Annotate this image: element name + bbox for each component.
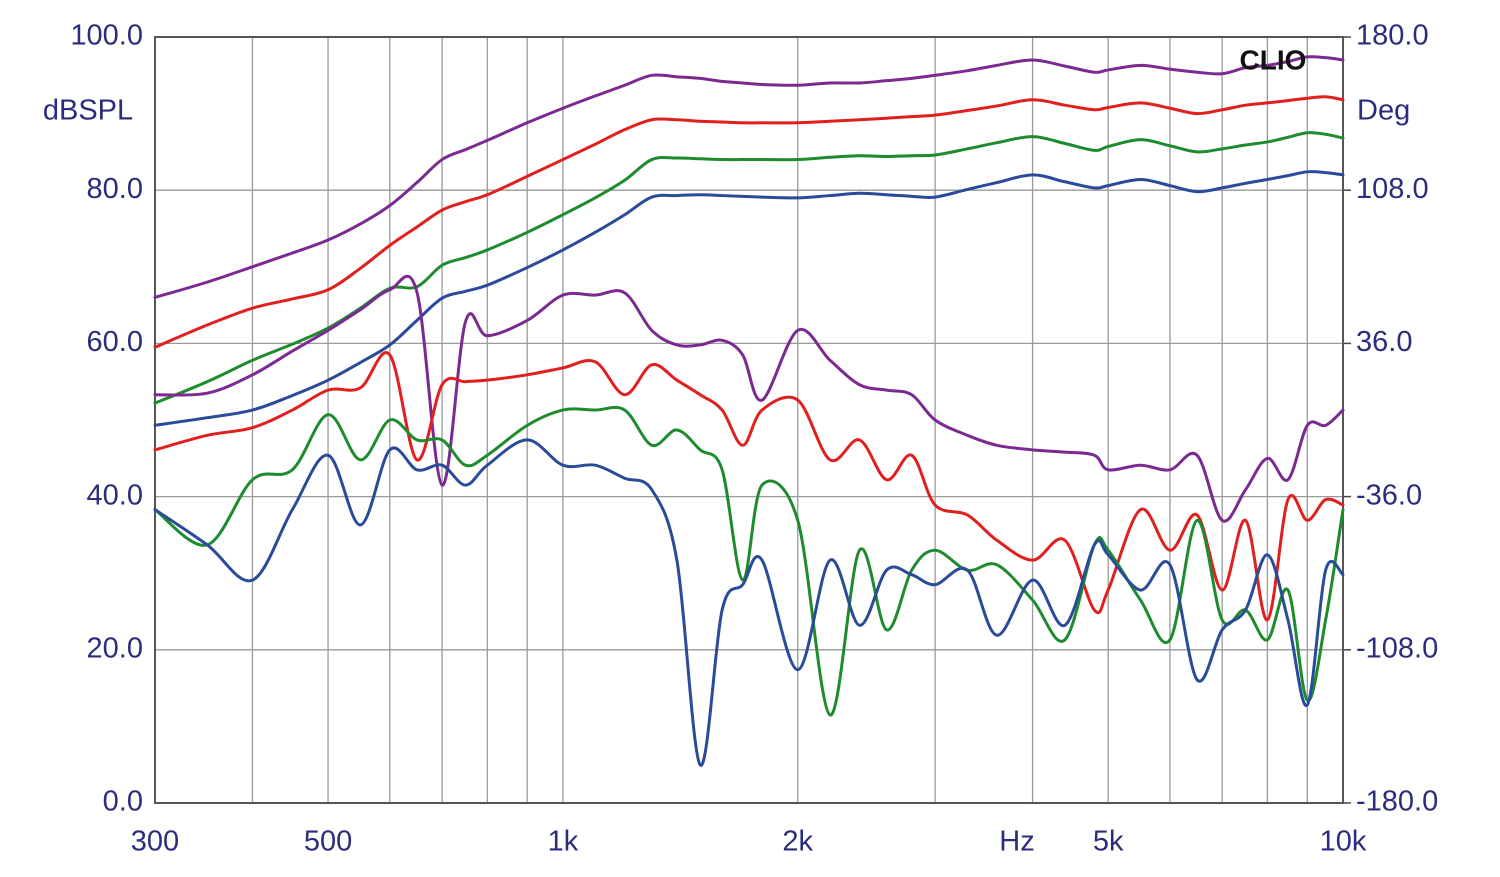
line-series: [153, 351, 1345, 622]
x-tick-label: 300: [131, 826, 179, 858]
y-tick-label: 60.0: [87, 326, 143, 358]
x-tick-label: 500: [304, 826, 352, 858]
plot-frame: [154, 36, 1344, 804]
line-series: [153, 131, 1345, 405]
line-series: [153, 405, 1345, 717]
x-tick-label: 10k: [1320, 826, 1367, 858]
y2-tick-label: -36.0: [1356, 479, 1422, 511]
y-tick-label: 80.0: [87, 173, 143, 205]
y-tick-label: 20.0: [87, 632, 143, 664]
y-tick-label: 100.0: [70, 20, 143, 52]
x-tick-label: 1k: [548, 826, 579, 858]
y-tick-label: 40.0: [87, 479, 143, 511]
y-tick-label: 0.0: [103, 786, 143, 818]
x-tick-label: 5k: [1093, 826, 1124, 858]
line-series: [153, 274, 1345, 523]
x-axis-label: Hz: [999, 826, 1034, 858]
watermark: CLIO: [1240, 44, 1307, 75]
y2-tick-label: 180.0: [1356, 20, 1429, 52]
y2-axis-label: Deg: [1357, 95, 1410, 127]
y2-tick-label: 108.0: [1356, 173, 1429, 205]
line-series: [153, 438, 1345, 767]
y-axis-label: dBSPL: [43, 95, 133, 127]
x-tick-label: 2k: [782, 826, 813, 858]
line-series: [153, 95, 1345, 349]
y2-tick-label: -180.0: [1356, 786, 1438, 818]
y2-tick-label: -108.0: [1356, 632, 1438, 664]
line-series: [153, 55, 1345, 299]
y2-tick-label: 36.0: [1356, 326, 1412, 358]
line-series: [153, 170, 1345, 427]
